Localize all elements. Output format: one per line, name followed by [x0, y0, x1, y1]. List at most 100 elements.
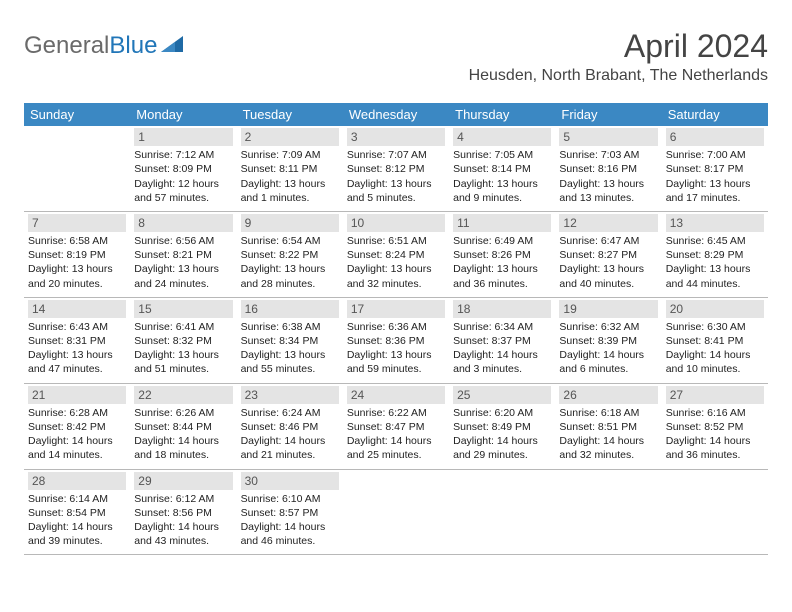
sunrise-text: Sunrise: 7:05 AM — [453, 148, 551, 162]
day-cell — [449, 470, 555, 555]
daylight-text-2: and 1 minutes. — [241, 191, 339, 205]
day-number: 3 — [347, 128, 445, 146]
day-cell: 2Sunrise: 7:09 AMSunset: 8:11 PMDaylight… — [237, 126, 343, 211]
daylight-text-2: and 3 minutes. — [453, 362, 551, 376]
sunrise-text: Sunrise: 6:54 AM — [241, 234, 339, 248]
day-cell: 5Sunrise: 7:03 AMSunset: 8:16 PMDaylight… — [555, 126, 661, 211]
sunrise-text: Sunrise: 6:45 AM — [666, 234, 764, 248]
day-number: 11 — [453, 214, 551, 232]
sunset-text: Sunset: 8:56 PM — [134, 506, 232, 520]
dow-cell: Friday — [555, 103, 661, 126]
sunrise-text: Sunrise: 6:58 AM — [28, 234, 126, 248]
daylight-text-2: and 17 minutes. — [666, 191, 764, 205]
day-number: 21 — [28, 386, 126, 404]
day-number: 9 — [241, 214, 339, 232]
daylight-text-1: Daylight: 14 hours — [241, 520, 339, 534]
daylight-text-1: Daylight: 13 hours — [134, 262, 232, 276]
daylight-text-1: Daylight: 14 hours — [666, 348, 764, 362]
sunrise-text: Sunrise: 6:47 AM — [559, 234, 657, 248]
sunrise-text: Sunrise: 7:12 AM — [134, 148, 232, 162]
sunset-text: Sunset: 8:12 PM — [347, 162, 445, 176]
day-number: 10 — [347, 214, 445, 232]
month-title: April 2024 — [469, 28, 768, 65]
daylight-text-1: Daylight: 14 hours — [666, 434, 764, 448]
daylight-text-2: and 51 minutes. — [134, 362, 232, 376]
sunset-text: Sunset: 8:17 PM — [666, 162, 764, 176]
sunset-text: Sunset: 8:37 PM — [453, 334, 551, 348]
daylight-text-1: Daylight: 13 hours — [28, 348, 126, 362]
daylight-text-2: and 57 minutes. — [134, 191, 232, 205]
daylight-text-1: Daylight: 13 hours — [241, 348, 339, 362]
day-cell — [343, 470, 449, 555]
sunset-text: Sunset: 8:36 PM — [347, 334, 445, 348]
day-cell: 9Sunrise: 6:54 AMSunset: 8:22 PMDaylight… — [237, 212, 343, 297]
daylight-text-2: and 14 minutes. — [28, 448, 126, 462]
day-number: 4 — [453, 128, 551, 146]
daylight-text-2: and 36 minutes. — [453, 277, 551, 291]
day-cell: 21Sunrise: 6:28 AMSunset: 8:42 PMDayligh… — [24, 384, 130, 469]
daylight-text-1: Daylight: 14 hours — [28, 520, 126, 534]
day-number: 19 — [559, 300, 657, 318]
day-cell: 26Sunrise: 6:18 AMSunset: 8:51 PMDayligh… — [555, 384, 661, 469]
daylight-text-2: and 39 minutes. — [28, 534, 126, 548]
day-number: 24 — [347, 386, 445, 404]
daylight-text-2: and 21 minutes. — [241, 448, 339, 462]
daylight-text-2: and 59 minutes. — [347, 362, 445, 376]
day-cell: 27Sunrise: 6:16 AMSunset: 8:52 PMDayligh… — [662, 384, 768, 469]
sunrise-text: Sunrise: 6:41 AM — [134, 320, 232, 334]
logo-text: GeneralBlue — [24, 32, 157, 60]
week-row: 1Sunrise: 7:12 AMSunset: 8:09 PMDaylight… — [24, 126, 768, 212]
sunset-text: Sunset: 8:31 PM — [28, 334, 126, 348]
day-number: 5 — [559, 128, 657, 146]
day-number: 16 — [241, 300, 339, 318]
day-number: 15 — [134, 300, 232, 318]
day-cell: 4Sunrise: 7:05 AMSunset: 8:14 PMDaylight… — [449, 126, 555, 211]
daylight-text-1: Daylight: 14 hours — [28, 434, 126, 448]
day-cell: 22Sunrise: 6:26 AMSunset: 8:44 PMDayligh… — [130, 384, 236, 469]
sunset-text: Sunset: 8:29 PM — [666, 248, 764, 262]
sunrise-text: Sunrise: 7:09 AM — [241, 148, 339, 162]
day-number: 14 — [28, 300, 126, 318]
sunset-text: Sunset: 8:49 PM — [453, 420, 551, 434]
sunset-text: Sunset: 8:54 PM — [28, 506, 126, 520]
daylight-text-2: and 32 minutes. — [559, 448, 657, 462]
day-cell: 8Sunrise: 6:56 AMSunset: 8:21 PMDaylight… — [130, 212, 236, 297]
sunset-text: Sunset: 8:52 PM — [666, 420, 764, 434]
triangle-icon — [161, 34, 187, 59]
sunset-text: Sunset: 8:11 PM — [241, 162, 339, 176]
daylight-text-1: Daylight: 14 hours — [559, 348, 657, 362]
daylight-text-1: Daylight: 13 hours — [347, 348, 445, 362]
daylight-text-1: Daylight: 14 hours — [134, 434, 232, 448]
day-number: 18 — [453, 300, 551, 318]
daylight-text-1: Daylight: 13 hours — [347, 262, 445, 276]
day-number: 26 — [559, 386, 657, 404]
day-number: 1 — [134, 128, 232, 146]
sunrise-text: Sunrise: 6:32 AM — [559, 320, 657, 334]
daylight-text-2: and 18 minutes. — [134, 448, 232, 462]
sunset-text: Sunset: 8:42 PM — [28, 420, 126, 434]
day-cell: 25Sunrise: 6:20 AMSunset: 8:49 PMDayligh… — [449, 384, 555, 469]
sunset-text: Sunset: 8:26 PM — [453, 248, 551, 262]
day-number: 20 — [666, 300, 764, 318]
week-row: 7Sunrise: 6:58 AMSunset: 8:19 PMDaylight… — [24, 212, 768, 298]
logo-gray: General — [24, 32, 109, 59]
day-cell — [555, 470, 661, 555]
day-number: 23 — [241, 386, 339, 404]
day-cell — [24, 126, 130, 211]
daylight-text-1: Daylight: 14 hours — [241, 434, 339, 448]
daylight-text-2: and 13 minutes. — [559, 191, 657, 205]
daylight-text-1: Daylight: 13 hours — [134, 348, 232, 362]
sunset-text: Sunset: 8:39 PM — [559, 334, 657, 348]
daylight-text-2: and 32 minutes. — [347, 277, 445, 291]
day-cell — [662, 470, 768, 555]
sunrise-text: Sunrise: 6:10 AM — [241, 492, 339, 506]
sunrise-text: Sunrise: 6:51 AM — [347, 234, 445, 248]
daylight-text-1: Daylight: 13 hours — [28, 262, 126, 276]
location: Heusden, North Brabant, The Netherlands — [469, 67, 768, 85]
day-number: 12 — [559, 214, 657, 232]
daylight-text-2: and 5 minutes. — [347, 191, 445, 205]
dow-cell: Sunday — [24, 103, 130, 126]
sunrise-text: Sunrise: 6:26 AM — [134, 406, 232, 420]
day-cell: 30Sunrise: 6:10 AMSunset: 8:57 PMDayligh… — [237, 470, 343, 555]
day-number: 13 — [666, 214, 764, 232]
